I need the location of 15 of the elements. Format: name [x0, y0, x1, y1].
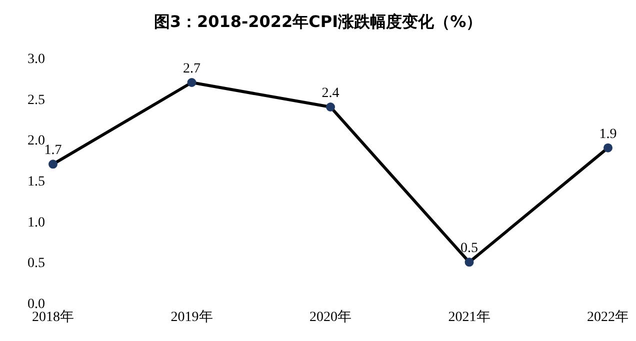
x-tick-label: 2020年 — [310, 308, 352, 325]
data-label: 1.7 — [44, 143, 62, 158]
y-tick-label: 1.0 — [28, 215, 45, 230]
data-label: 2.4 — [322, 86, 340, 101]
data-label: 2.7 — [183, 62, 200, 76]
chart-title: 图3：2018-2022年CPI涨跌幅度变化（%） — [152, 11, 484, 33]
y-tick-label: 3.0 — [28, 52, 45, 67]
x-tick-label: 2019年 — [170, 308, 213, 325]
x-tick-label: 2021年 — [448, 308, 490, 325]
y-tick-label: 1.5 — [28, 174, 45, 190]
data-label: 0.5 — [460, 241, 478, 256]
data-label: 1.9 — [599, 126, 617, 142]
y-tick-label: 2.5 — [28, 92, 45, 108]
y-tick-label: 2.0 — [28, 134, 45, 149]
y-tick-label: 0.5 — [28, 256, 45, 272]
